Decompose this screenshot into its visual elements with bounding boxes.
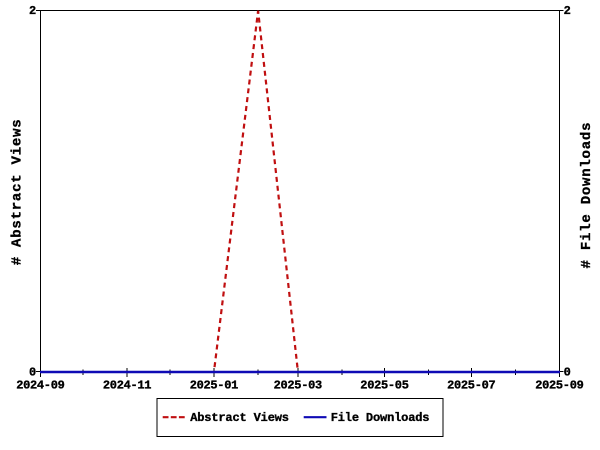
svg-text:# Abstract Views: # Abstract Views: [9, 119, 25, 265]
svg-text:File Downloads: File Downloads: [331, 411, 430, 425]
svg-text:2: 2: [29, 4, 36, 18]
svg-text:# File Downloads: # File Downloads: [579, 123, 595, 269]
svg-text:2024-11: 2024-11: [103, 379, 152, 393]
svg-text:2024-09: 2024-09: [16, 379, 65, 393]
svg-text:2025-01: 2025-01: [190, 379, 239, 393]
svg-text:2025-09: 2025-09: [535, 379, 584, 393]
svg-text:2025-03: 2025-03: [274, 379, 323, 393]
svg-text:2: 2: [564, 4, 571, 18]
svg-text:2025-07: 2025-07: [447, 379, 496, 393]
svg-text:0: 0: [29, 366, 36, 380]
svg-text:Abstract Views: Abstract Views: [190, 411, 289, 425]
svg-text:0: 0: [564, 366, 571, 380]
svg-text:2025-05: 2025-05: [360, 379, 409, 393]
